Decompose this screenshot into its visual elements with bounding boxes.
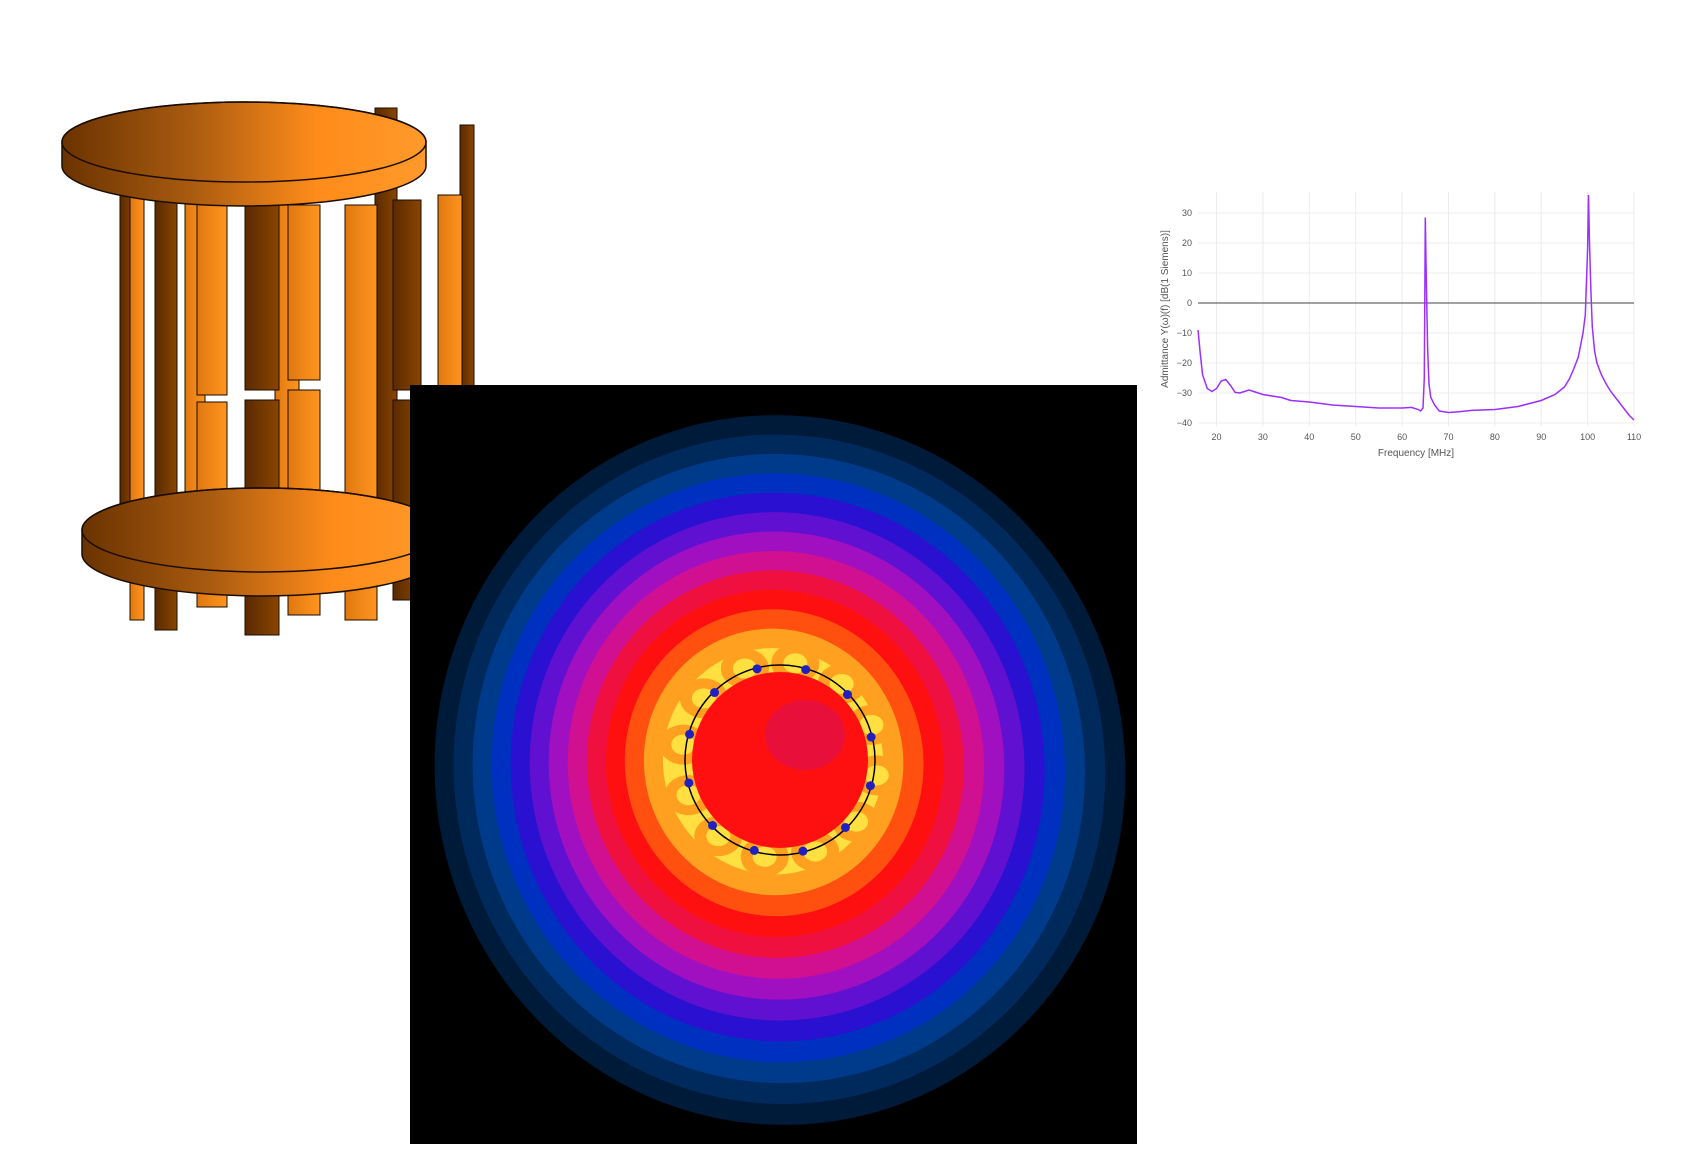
rung-node [749,845,759,855]
field-hotspot-inner [706,826,731,847]
x-tick-label: 110 [1627,432,1641,442]
coil-outline-circle [684,664,876,856]
rung-node [708,820,718,830]
rung-node [798,846,808,856]
rung-node [684,778,694,788]
rung-node [685,729,695,739]
y-tick-label: 30 [1182,208,1192,218]
y-axis-title: Admittance Y(ω)(f) [dB(1 Siemens)] [1160,230,1171,388]
x-axis-title: Frequency [MHz] [1378,448,1454,459]
x-tick-label: 70 [1443,432,1453,442]
x-tick-label: 40 [1304,432,1314,442]
y-tick-label: 20 [1182,238,1192,248]
series-line-admittance [1197,194,1635,421]
y-tick-label: −30 [1177,388,1192,398]
field-hotspot-inner [732,658,757,679]
x-tick-label: 80 [1490,432,1500,442]
admittance-chart: 20 30 40 50 60 70 80 90 100 110 −40 −30 −20 −10 0 10 20… [1160,192,1642,459]
field-magnitude-map [410,385,1137,1144]
y-tick-label: −40 [1177,418,1192,428]
field-hotspot-inner [671,734,696,755]
field-hotspot-inner [691,688,716,709]
x-tick-label: 90 [1536,432,1546,442]
rung-node [801,665,811,675]
rung-node [866,732,876,742]
x-tick-label: 60 [1397,432,1407,442]
field-core-patch [765,700,845,770]
y-tick-labels: −40 −30 −20 −10 0 10 20 30 [1177,208,1192,428]
field-hotspot-inner [752,846,777,867]
chart-grid [1198,192,1635,426]
y-tick-label: 0 [1187,298,1192,308]
field-hotspot-inner [829,673,854,694]
field-hotspot-inner [803,841,828,862]
x-tick-label: 50 [1351,432,1361,442]
field-hotspot-inner [864,765,889,786]
x-tick-label: 30 [1258,432,1268,442]
x-tick-label: 20 [1212,432,1222,442]
rung-node [710,688,720,698]
coil-bottom-ring [81,487,443,597]
rung-node [842,690,852,700]
y-tick-label: −10 [1177,328,1192,338]
field-hotspot-inner [783,653,808,674]
rung-node [865,781,875,791]
y-tick-label: −20 [1177,358,1192,368]
coil-top-ring [61,101,427,207]
y-tick-label: 10 [1182,268,1192,278]
x-tick-labels: 20 30 40 50 60 70 80 90 100 110 [1212,432,1642,442]
field-hotspot-inner [844,811,869,832]
rung-node [840,822,850,832]
x-tick-label: 100 [1580,432,1595,442]
rung-node [752,664,762,674]
rung-field-nodes [684,664,876,856]
